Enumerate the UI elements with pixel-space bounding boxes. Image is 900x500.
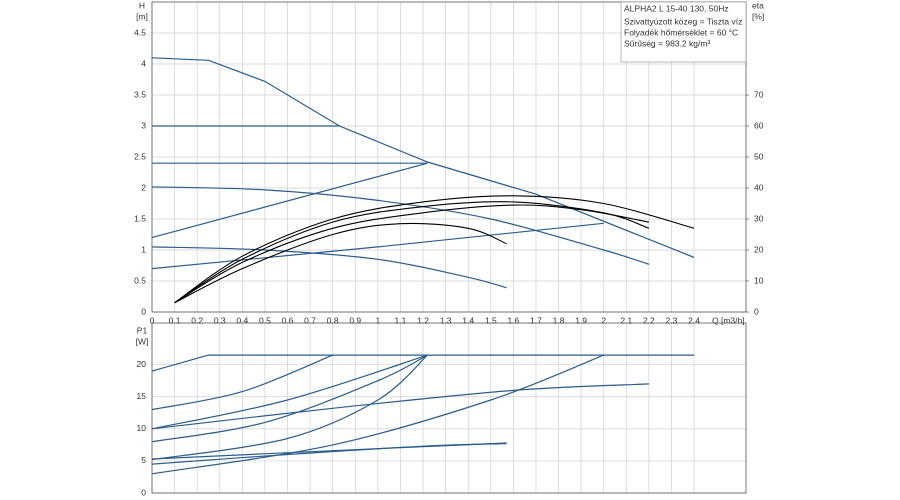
- x-axis-label: Q [m3/h]: [712, 315, 745, 325]
- x-tick-label: 1.3: [440, 315, 452, 325]
- x-tick-label: 0.2: [191, 315, 203, 325]
- efficiency-curve: [174, 222, 507, 304]
- curve: [151, 354, 428, 430]
- y2-axis-unit: [%]: [752, 11, 764, 21]
- efficiency-curve: [174, 204, 650, 304]
- curve: [151, 354, 604, 475]
- x-tick-label: 1.6: [507, 315, 519, 325]
- x-tick-label: 1: [375, 315, 380, 325]
- y-tick-label: 0: [141, 306, 146, 316]
- y2-tick-label: 70: [754, 89, 764, 99]
- curve: [151, 186, 650, 265]
- curve-layer: [151, 57, 695, 475]
- y-tick-label: 5: [141, 455, 146, 465]
- x-tick-label: 2.2: [643, 315, 655, 325]
- y-tick-label: 1: [141, 244, 146, 254]
- y-axis-unit: [W]: [136, 336, 149, 346]
- y2-tick-label: 0: [754, 306, 759, 316]
- y2-tick-label: 50: [754, 151, 764, 161]
- info-line: Sűrűség = 983.2 kg/m³: [624, 38, 710, 48]
- curve: [151, 354, 428, 443]
- x-tick-label: 0.4: [236, 315, 248, 325]
- x-tick-label: 0.5: [259, 315, 271, 325]
- curve: [151, 354, 695, 372]
- x-tick-label: 1.9: [575, 315, 587, 325]
- y-tick-label: 0: [141, 487, 146, 497]
- y-tick-label: 15: [137, 391, 147, 401]
- y2-tick-label: 40: [754, 182, 764, 192]
- y-tick-label: 1.5: [134, 213, 146, 223]
- y2-tick-label: 20: [754, 244, 764, 254]
- info-line: ALPHA2 L 15-40 130, 50Hz: [624, 3, 729, 13]
- y-tick-label: 2: [141, 182, 146, 192]
- y-axis-label: P1: [137, 325, 148, 335]
- y2-tick-label: 60: [754, 120, 764, 130]
- info-line: Szivattyúzott közeg = Tiszta víz: [624, 16, 742, 26]
- x-tick-label: 1.1: [395, 315, 407, 325]
- x-tick-label: 0.8: [327, 315, 339, 325]
- y-axis-label: H: [139, 0, 145, 10]
- x-tick-label: 1.8: [553, 315, 565, 325]
- x-tick-label: 0.1: [169, 315, 181, 325]
- curve: [151, 246, 507, 289]
- y-tick-label: 3.5: [134, 89, 146, 99]
- y-tick-label: 4: [141, 58, 146, 68]
- y-tick-label: 0.5: [134, 275, 146, 285]
- x-tick-label: 0: [150, 315, 155, 325]
- curve: [151, 354, 333, 411]
- curve: [151, 383, 649, 430]
- y-tick-label: 4.5: [134, 27, 146, 37]
- curve: [151, 222, 604, 270]
- x-tick-label: 2.4: [688, 315, 700, 325]
- x-tick-label: 0.7: [304, 315, 316, 325]
- info-box: [620, 1, 747, 63]
- y2-tick-label: 30: [754, 213, 764, 223]
- y-axis-unit: [m]: [136, 11, 148, 21]
- y2-axis-label: eta: [752, 0, 764, 10]
- x-tick-label: 1.7: [530, 315, 542, 325]
- x-tick-label: 2.1: [620, 315, 632, 325]
- y2-tick-label: 10: [754, 275, 764, 285]
- efficiency-curve: [174, 195, 695, 304]
- x-tick-label: 0.6: [282, 315, 294, 325]
- bottom-frame: [151, 322, 747, 494]
- x-tick-label: 1.2: [417, 315, 429, 325]
- x-tick-label: 0.3: [214, 315, 226, 325]
- x-tick-label: 1.4: [462, 315, 474, 325]
- x-tick-label: 2.3: [666, 315, 678, 325]
- curve: [151, 443, 507, 465]
- y-tick-label: 3: [141, 120, 146, 130]
- y-tick-label: 2.5: [134, 151, 146, 161]
- y-tick-label: 10: [137, 423, 147, 433]
- x-tick-label: 2: [601, 315, 606, 325]
- curve: [151, 162, 428, 239]
- x-tick-label: 0.9: [349, 315, 361, 325]
- y-tick-label: 20: [137, 359, 147, 369]
- x-tick-label: 1.5: [485, 315, 497, 325]
- info-line: Folyadék hőmérséklet = 60 °C: [624, 27, 738, 37]
- curve: [151, 354, 428, 461]
